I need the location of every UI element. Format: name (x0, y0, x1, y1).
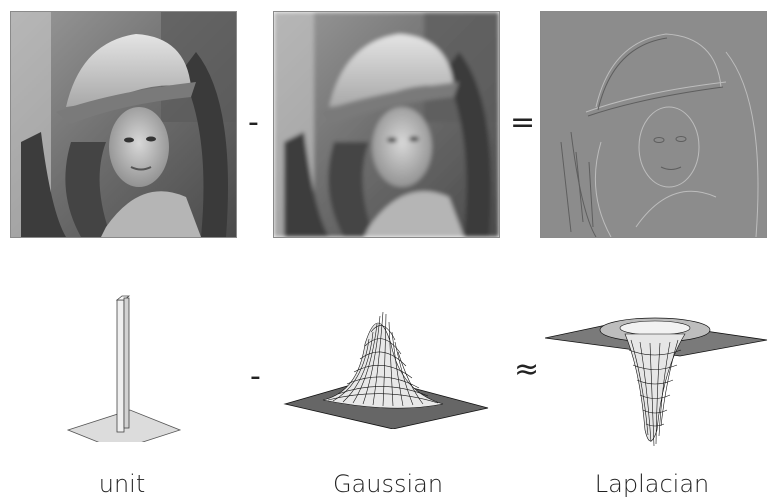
blurred-image (273, 11, 500, 238)
minus-operator-top: - (248, 105, 259, 140)
laplacian-image (540, 11, 767, 238)
caption-gaussian: Gaussian (332, 470, 444, 498)
gaussian-mesh-plot (283, 311, 489, 429)
laplacian-surface (624, 333, 686, 447)
minus-operator-bottom: - (250, 359, 261, 394)
gaussian-surface (322, 311, 444, 409)
unit-impulse-plot (66, 295, 182, 442)
approx-operator-bottom: ≈ (514, 352, 540, 387)
caption-laplacian: Laplacian (594, 470, 710, 498)
caption-unit: unit (98, 470, 146, 498)
laplacian-mesh-plot (545, 317, 768, 447)
original-image (10, 11, 237, 238)
equals-operator-top: = (510, 105, 536, 140)
impulse-bar (116, 299, 125, 433)
